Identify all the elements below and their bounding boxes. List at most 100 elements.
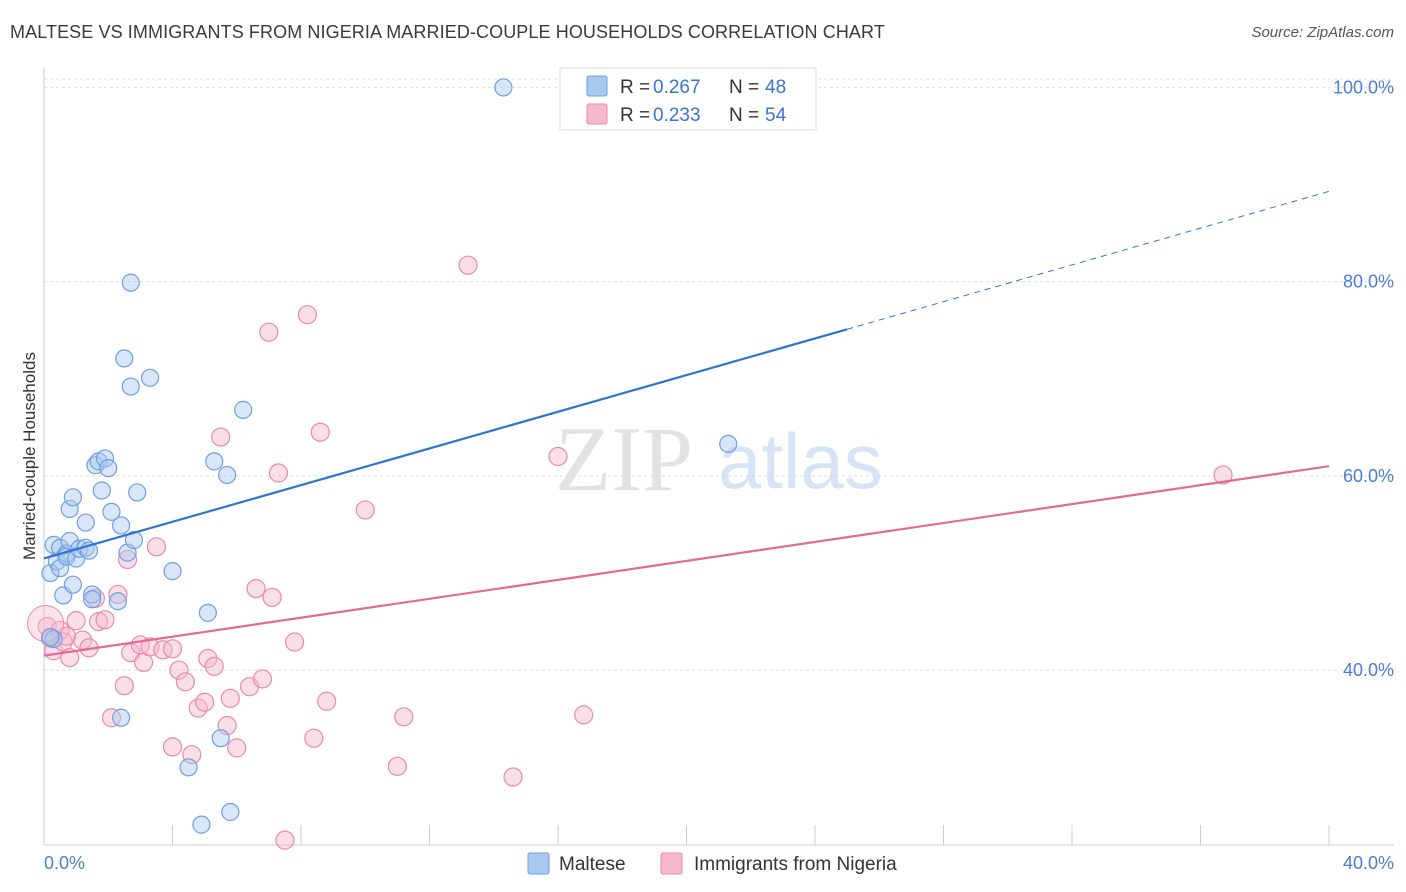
nigeria-point [355,500,375,520]
correlation-legend: R = 0.267 N = 48 R = 0.233 N = 54 [559,67,817,131]
legend-n-label-maltese: N = [729,77,764,98]
nigeria-point [95,610,115,630]
maltese-point [218,465,237,485]
bottom-legend-swatch-maltese [527,852,550,875]
maltese-point [234,400,253,419]
maltese-point [719,434,738,453]
nigeria-point [162,639,183,659]
legend-r-label-nigeria: R = [620,105,655,126]
watermark-zip: ZIP [555,408,693,510]
maltese-point [211,729,230,748]
maltese-point [494,78,513,97]
nigeria-point [262,587,282,607]
maltese-point [41,563,60,583]
nigeria-point [114,676,134,696]
maltese-point [108,592,127,611]
maltese-point [63,575,83,594]
nigeria-point [220,688,240,708]
nigeria-point [101,708,122,728]
maltese-point [121,273,140,292]
maltese-point [198,603,217,622]
x-tick-label-max: 40.0% [1343,853,1394,873]
legend-r-value-maltese: 0.267 [653,77,701,98]
nigeria-point [162,737,183,757]
nigeria-point [146,537,167,557]
maltese-point [83,590,102,609]
nigeria-point [227,738,247,758]
y-axis-tick-labels: 40.0% 60.0% 80.0% 100.0% [1333,77,1394,680]
nigeria-point [548,446,568,467]
maltese-point [63,488,83,507]
legend-n-label-nigeria: N = [729,105,764,126]
maltese-point [111,516,131,535]
maltese-point [221,802,240,822]
maltese-point [99,459,118,478]
nigeria-point [252,669,273,689]
maltese-point [41,628,60,647]
maltese-point [111,708,131,727]
maltese-point [83,585,102,604]
maltese-point [163,562,182,581]
watermark-atlas: atlas [718,417,883,505]
maltese-point [192,815,211,834]
trend-lines [43,190,1330,657]
maltese-point [76,538,95,557]
nigeria-trend-line [43,465,1330,657]
nigeria-point [284,632,305,652]
bottom-legend-swatch-nigeria [660,852,683,875]
nigeria-point [117,549,138,570]
nigeria-point [275,830,295,850]
y-axis-label: Married-couple Households [20,352,39,560]
nigeria-point [246,578,266,599]
nigeria-point [211,427,231,447]
nigeria-point [198,648,218,669]
y-tick-label: 100.0% [1333,77,1394,97]
chart-title: MALTESE VS IMMIGRANTS FROM NIGERIA MARRI… [10,22,885,42]
legend-swatch-maltese [586,75,608,97]
source-credit: Source: ZipAtlas.com [1251,24,1394,41]
series-legend: Maltese Immigrants from Nigeria [527,852,897,875]
nigeria-point [259,322,279,342]
nigeria-point [108,584,128,605]
nigeria-point [458,255,478,275]
y-tick-label: 60.0% [1343,466,1394,486]
maltese-point [128,483,147,502]
nigeria-points [27,255,1233,850]
maltese-point [60,531,79,551]
nigeria-point [175,672,195,692]
maltese-trend-line [43,328,848,560]
nigeria-point [297,305,318,325]
maltese-point [95,449,115,468]
nigeria-point [574,705,594,725]
y-tick-label: 80.0% [1343,272,1394,292]
maltese-point [140,368,160,387]
x-tick-label-min: 0.0% [44,853,85,873]
x-axis-ticks [172,825,1330,845]
nigeria-point [304,728,324,748]
nigeria-point [66,611,86,631]
nigeria-point [204,656,224,676]
maltese-point [115,349,134,368]
legend-n-value-maltese: 48 [765,77,786,98]
bottom-legend-label-maltese: Maltese [559,854,626,875]
nigeria-point [503,767,523,787]
maltese-point [102,502,121,521]
legend-r-label-maltese: R = [620,77,655,98]
maltese-point [92,481,111,500]
nigeria-point [153,640,173,660]
maltese-point [60,499,79,519]
maltese-point [179,758,198,777]
nigeria-point [317,691,337,711]
maltese-point [124,530,144,550]
legend-r-value-nigeria: 0.233 [653,105,701,126]
maltese-point [205,452,224,471]
nigeria-point [387,756,407,776]
maltese-trend-extension [846,190,1330,330]
nigeria-point [394,707,414,727]
bottom-legend-label-nigeria: Immigrants from Nigeria [694,854,897,875]
maltese-point [76,513,95,532]
legend-n-value-nigeria: 54 [765,105,787,126]
nigeria-point [195,692,215,712]
y-tick-label: 40.0% [1343,660,1394,680]
